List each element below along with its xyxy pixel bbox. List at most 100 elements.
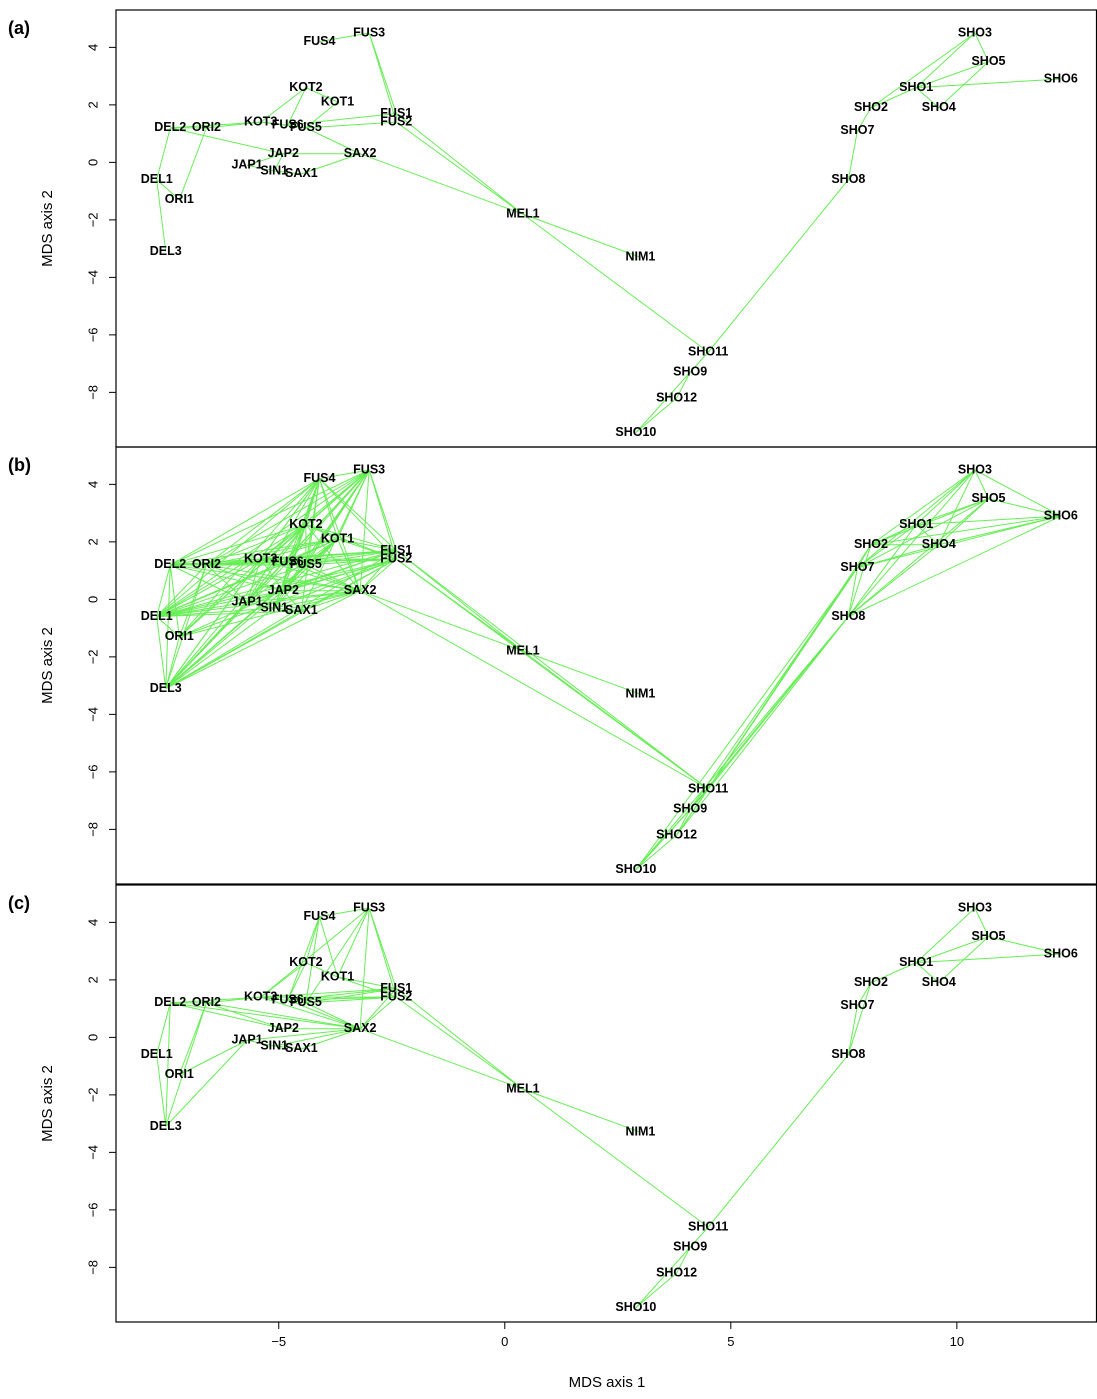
edge [156,558,261,618]
edge [319,32,370,43]
y-tick-label: −2 [85,212,100,227]
node-sho6: SHO6 [1044,508,1078,522]
node-fus1: FUS1 [380,543,412,557]
edge [848,544,940,618]
edge [170,564,284,592]
edge [305,962,338,978]
node-sho3: SHO3 [958,900,992,914]
edge [274,590,361,609]
node-ori2: ORI2 [192,995,221,1009]
edge [319,907,370,918]
edge [635,567,858,870]
edge [178,1002,207,1075]
node-sho6: SHO6 [1044,946,1078,960]
edge [170,538,338,566]
edge [305,916,320,1003]
x-axis: −5 0 5 10 [271,1322,964,1349]
edge [165,610,302,689]
edge [246,590,284,603]
edge [170,469,370,566]
node-sho5: SHO5 [971,491,1005,505]
node-sho6: SHO6 [1044,71,1078,85]
y-tick-label: 2 [85,538,100,545]
node-sho2: SHO2 [854,975,888,989]
edge [206,1002,284,1030]
node-fus4: FUS4 [303,909,335,923]
y-tick-label: 4 [85,44,100,51]
panel-letter: (a) [8,18,30,38]
edge [156,561,288,618]
edge [156,616,167,689]
edge [260,524,307,560]
edges [156,907,1061,1309]
edge [169,564,180,637]
node-sho11: SHO11 [688,781,728,795]
panel-c: (c) 4 2 0 −2 −4 −6 −8 MDS axis 2 FUS3 FUS4 KOT2KOT1… [8,884,1097,1323]
edge [359,907,370,1029]
edge [260,996,361,1030]
edge [169,478,320,566]
node-kot2: KOT2 [289,955,322,969]
node-jap1: JAP1 [231,158,262,172]
node-sax1: SAX1 [285,603,318,617]
edge [847,567,858,617]
edge [206,121,261,129]
node-ori2: ORI2 [192,120,221,134]
node-sax1: SAX1 [285,1041,318,1055]
edge [282,590,302,612]
edge [206,524,307,566]
edge [246,153,284,166]
edge [305,996,397,1004]
node-fus1: FUS1 [380,106,412,120]
node-del1: DEL1 [141,1047,173,1061]
edge [870,469,976,546]
edge [337,976,397,998]
panel-a: (a) 4 2 0 −2 −4 −6 −8 MDS axis 2 FUS3 FUS4 KOT2KOT1… [8,9,1097,448]
edge [247,1028,361,1041]
y-tick-label: 2 [85,976,100,983]
y-axis-title: MDS axis 2 [39,190,56,267]
edge [165,607,275,689]
edge [676,372,691,399]
edge [246,558,397,603]
edge [170,996,261,1004]
node-sho12: SHO12 [656,1265,697,1279]
edge [916,498,989,526]
node-del2: DEL2 [154,557,186,571]
node-sho10: SHO10 [615,1300,656,1314]
edge [246,601,275,609]
edge [522,213,641,258]
edge [305,988,397,1004]
node-sin1: SIN1 [260,600,288,614]
x-axis-title: MDS axis 1 [569,1374,646,1391]
x-tick-label: 10 [950,1334,964,1349]
node-fus5: FUS5 [290,120,322,134]
edge [260,907,370,998]
edge [165,590,361,689]
edge [337,907,370,978]
y-axis-title: MDS axis 2 [39,627,56,704]
node-kot2: KOT2 [289,517,322,531]
node-del3: DEL3 [150,1119,182,1133]
y-tick-label: 2 [85,101,100,108]
node-sho5: SHO5 [971,54,1005,68]
node-sax2: SAX2 [344,583,377,597]
edge [206,550,397,566]
edge [915,87,940,109]
node-sho10: SHO10 [615,862,656,876]
edge [156,179,180,201]
node-jap2: JAP2 [268,146,299,160]
edge [395,988,524,1090]
edge [635,1272,677,1309]
edge [359,988,397,1030]
edge [974,469,989,499]
edge [318,478,338,540]
edge [156,1054,167,1127]
y-tick-label: 4 [85,919,100,926]
edge [156,179,167,252]
edge [305,101,338,129]
node-sax2: SAX2 [344,146,377,160]
y-tick-label: 0 [85,596,100,603]
node-fus2: FUS2 [380,989,412,1003]
edge [522,650,641,695]
